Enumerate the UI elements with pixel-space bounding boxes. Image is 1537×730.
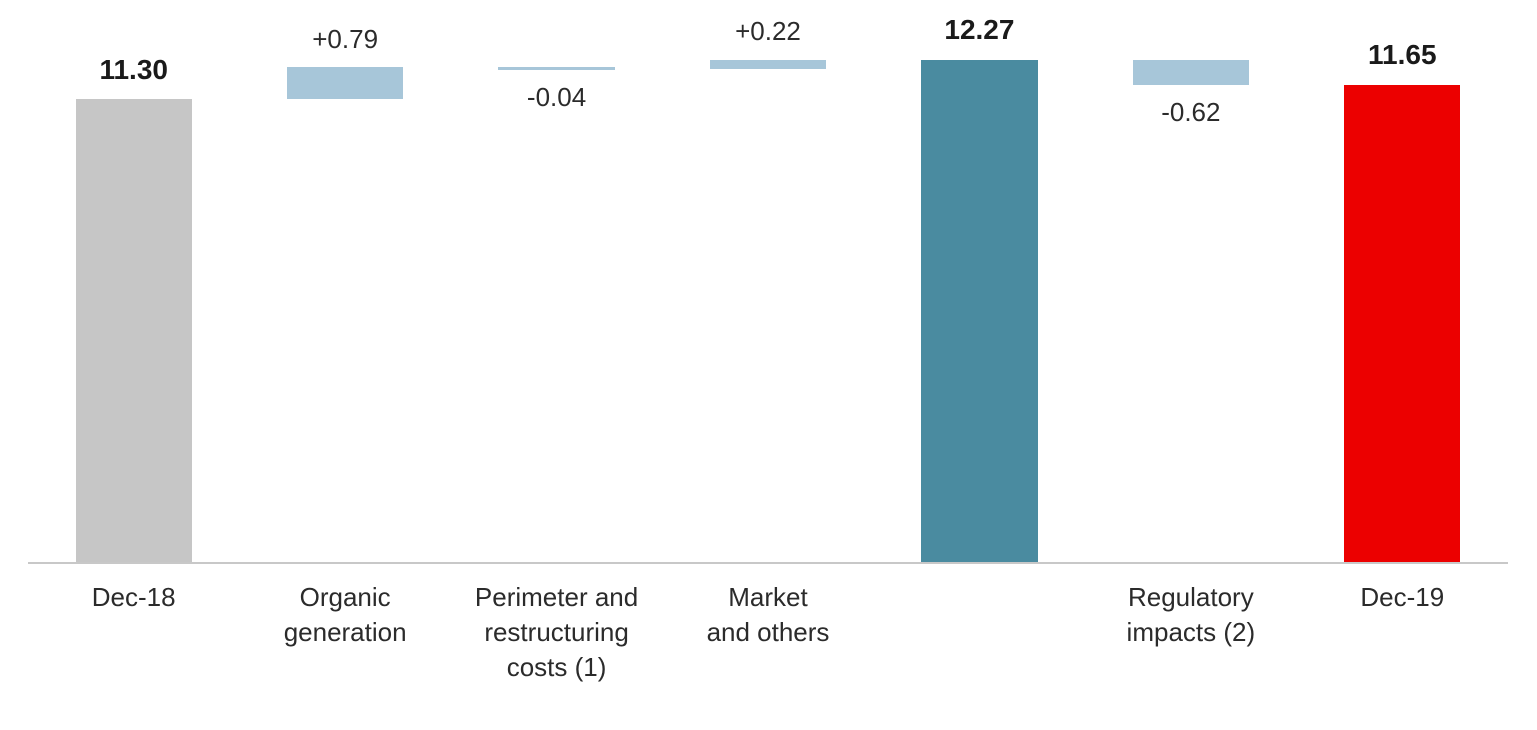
axis-label-market: Market and others	[668, 580, 869, 650]
waterfall-chart: 11.30 Dec-18 +0.79 Organic generation -0.04 P…	[0, 0, 1537, 730]
axis-label-perimeter: Perimeter and restructuring costs (1)	[456, 580, 657, 685]
axis-label-organic: Organic generation	[245, 580, 446, 650]
bar-dec18	[76, 99, 192, 562]
axis-label-regulatory: Regulatory impacts (2)	[1090, 580, 1291, 650]
value-label-market: +0.22	[735, 16, 801, 47]
baseline	[28, 562, 1508, 564]
bar-subtotal	[921, 60, 1037, 562]
bar-organic	[287, 67, 403, 99]
value-label-regulatory: -0.62	[1161, 97, 1220, 128]
bar-dec19	[1344, 85, 1460, 562]
value-label-dec18: 11.30	[99, 54, 168, 86]
bar-market	[710, 60, 826, 69]
value-label-subtotal: 12.27	[944, 14, 1014, 46]
value-label-organic: +0.79	[312, 24, 378, 55]
axis-label-dec18: Dec-18	[33, 580, 234, 615]
value-label-perimeter: -0.04	[527, 82, 586, 113]
value-label-dec19: 11.65	[1368, 39, 1437, 71]
bar-perimeter	[498, 67, 614, 70]
axis-label-dec19: Dec-19	[1302, 580, 1503, 615]
bar-regulatory	[1133, 60, 1249, 85]
